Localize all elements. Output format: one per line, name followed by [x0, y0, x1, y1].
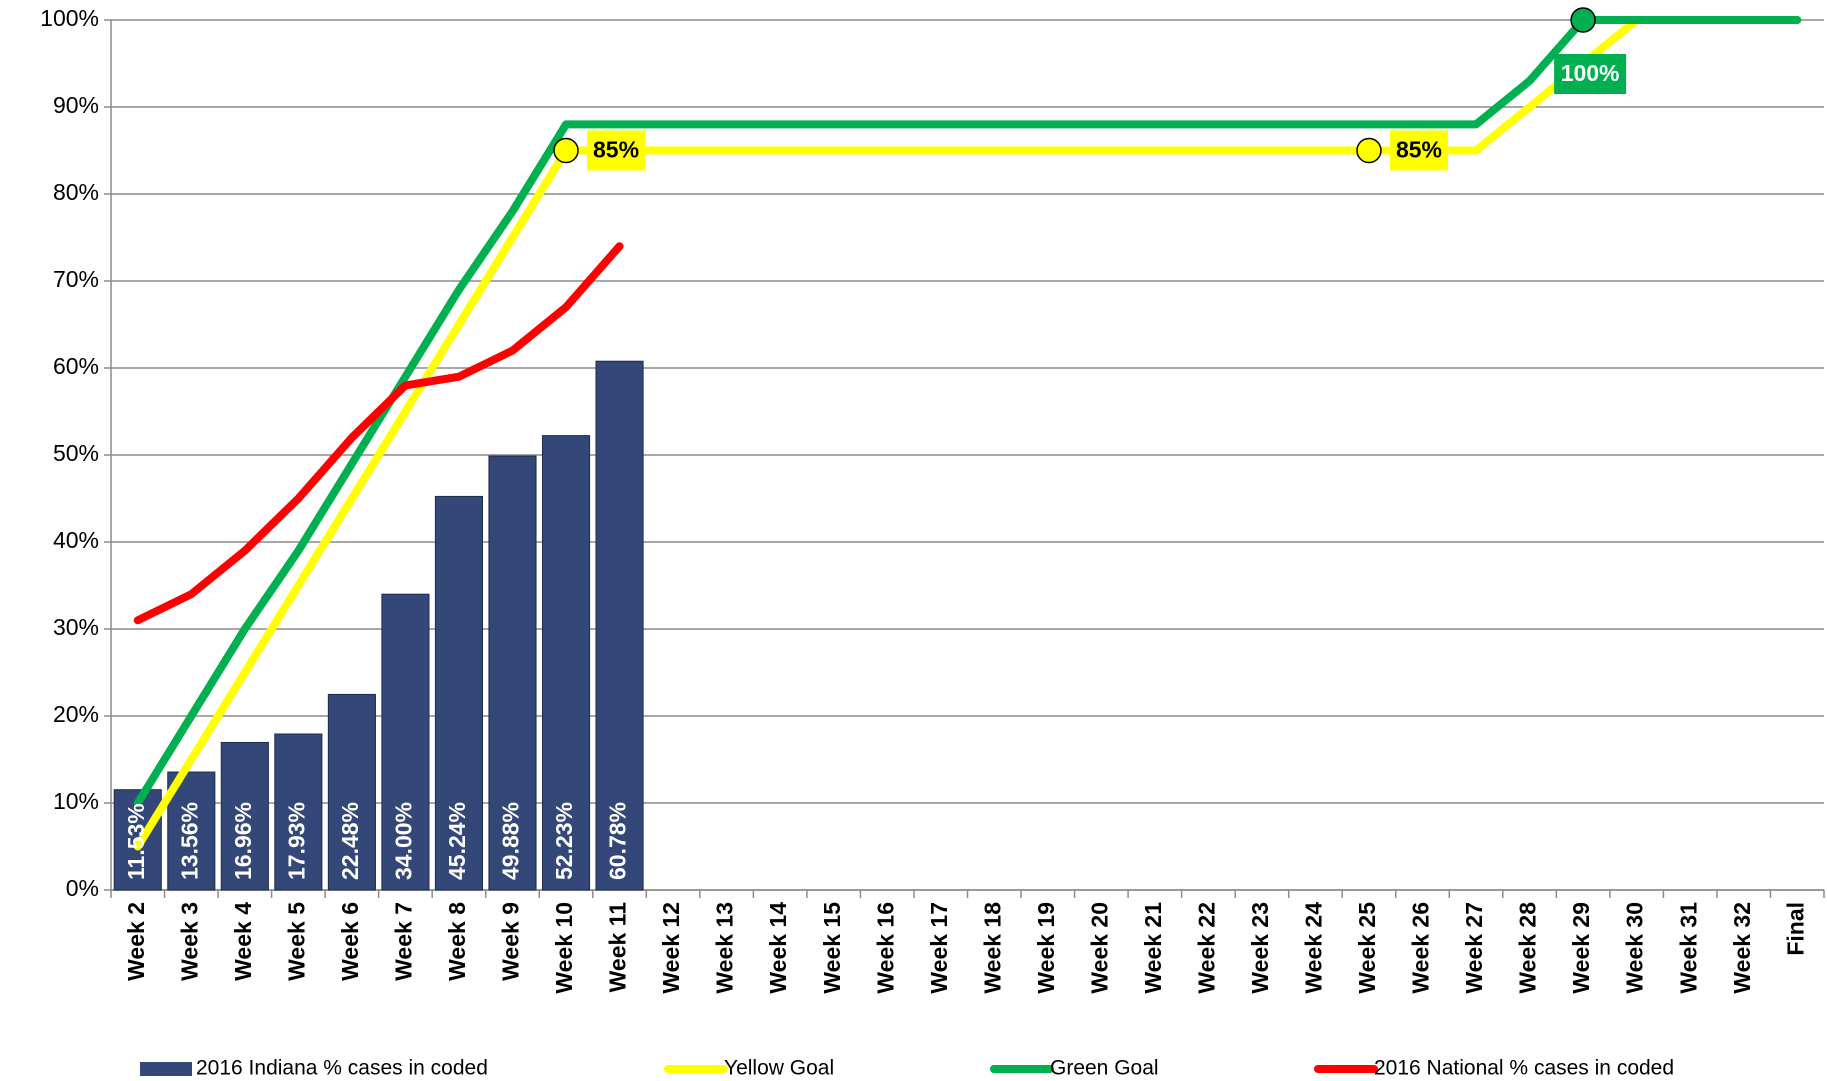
x-tick-label: Week 14	[765, 902, 791, 994]
y-tick-label: 0%	[66, 875, 99, 901]
x-tick-label: Week 9	[498, 902, 524, 981]
data-label: 45.24%	[444, 802, 470, 880]
data-label: 52.23%	[551, 802, 577, 880]
annotation-box	[1389, 130, 1448, 171]
x-tick-label: Week 17	[926, 902, 952, 994]
x-tick-label: Week 24	[1301, 902, 1327, 994]
annotation-marker	[1356, 137, 1382, 164]
y-tick-label: 70%	[53, 266, 99, 292]
x-tick-label: Week 16	[872, 902, 898, 994]
line-series	[133, 16, 1802, 851]
legend-label: Yellow Goal	[724, 1057, 834, 1080]
y-tick-label: 30%	[53, 614, 99, 640]
annotation-marker	[553, 137, 579, 164]
x-tick-label: Week 4	[230, 902, 256, 981]
x-tick-label: Week 19	[1033, 902, 1059, 994]
bar	[327, 693, 376, 891]
annotation-label: 85%	[593, 137, 639, 163]
x-tick-label: Week 22	[1193, 902, 1219, 994]
bar	[541, 435, 591, 891]
bar	[220, 741, 269, 891]
data-label: 13.56%	[176, 802, 202, 880]
y-tick-label: 80%	[53, 179, 99, 205]
data-label: 49.88%	[498, 802, 524, 880]
x-tick-label: Week 20	[1086, 902, 1112, 994]
x-tick-label: Week 25	[1354, 902, 1380, 994]
data-label: 60.78%	[605, 802, 631, 880]
x-tick-label: Week 2	[123, 902, 149, 981]
bar	[434, 495, 484, 891]
x-tick-label: Final	[1782, 902, 1808, 956]
y-tick-label: 20%	[53, 701, 99, 727]
x-tick-label: Week 31	[1675, 902, 1701, 994]
bar	[381, 593, 430, 891]
legend-swatch	[140, 1062, 192, 1076]
y-tick-label: 90%	[53, 92, 99, 118]
line-series	[133, 16, 1802, 807]
bar	[595, 360, 644, 891]
x-tick-label: Week 13	[712, 902, 738, 994]
x-tick-label: Week 6	[337, 902, 363, 981]
legend-label: 2016 Indiana % cases in coded	[196, 1057, 488, 1080]
data-label: 22.48%	[337, 802, 363, 880]
annotation-marker	[1570, 7, 1596, 33]
x-tick-label: Week 27	[1461, 902, 1487, 994]
annotation: 100%	[1554, 54, 1627, 94]
annotation: 85%	[587, 130, 646, 171]
x-tick-label: Week 28	[1515, 902, 1541, 994]
bar	[488, 455, 537, 891]
x-tick-label: Week 26	[1408, 902, 1434, 994]
x-tick-label: Week 12	[658, 902, 684, 994]
legend-label: Green Goal	[1050, 1057, 1159, 1080]
x-tick-label: Week 30	[1622, 902, 1648, 994]
x-tick-label: Week 8	[444, 902, 470, 981]
annotation-box	[587, 130, 646, 171]
bar	[274, 733, 323, 891]
annotation-label: 100%	[1561, 60, 1620, 86]
y-tick-label: 40%	[53, 527, 99, 553]
data-label: 34.00%	[391, 802, 417, 880]
x-tick-label: Week 21	[1140, 902, 1166, 994]
x-tick-label: Week 18	[979, 902, 1005, 994]
x-tick-label: Week 15	[819, 902, 845, 994]
line-series	[133, 242, 624, 625]
annotation-box	[1554, 54, 1627, 94]
annotation-label: 85%	[1396, 137, 1442, 163]
legend-label: 2016 National % cases in coded	[1374, 1057, 1674, 1080]
x-tick-label: Week 29	[1568, 902, 1594, 994]
x-tick-label: Week 7	[391, 902, 417, 981]
y-tick-label: 60%	[53, 353, 99, 379]
y-tick-label: 100%	[40, 5, 99, 31]
x-tick-label: Week 5	[283, 902, 309, 981]
annotation: 85%	[1389, 130, 1448, 171]
x-tick-label: Week 32	[1729, 902, 1755, 994]
x-tick-label: Week 11	[605, 902, 631, 993]
data-label: 16.96%	[230, 802, 256, 880]
data-label: 17.93%	[283, 802, 309, 880]
x-tick-label: Week 3	[176, 902, 202, 981]
y-tick-label: 10%	[53, 788, 99, 814]
x-tick-label: Week 23	[1247, 902, 1273, 994]
x-tick-label: Week 10	[551, 902, 577, 994]
y-tick-label: 50%	[53, 440, 99, 466]
data-label: 11.53%	[123, 803, 149, 880]
